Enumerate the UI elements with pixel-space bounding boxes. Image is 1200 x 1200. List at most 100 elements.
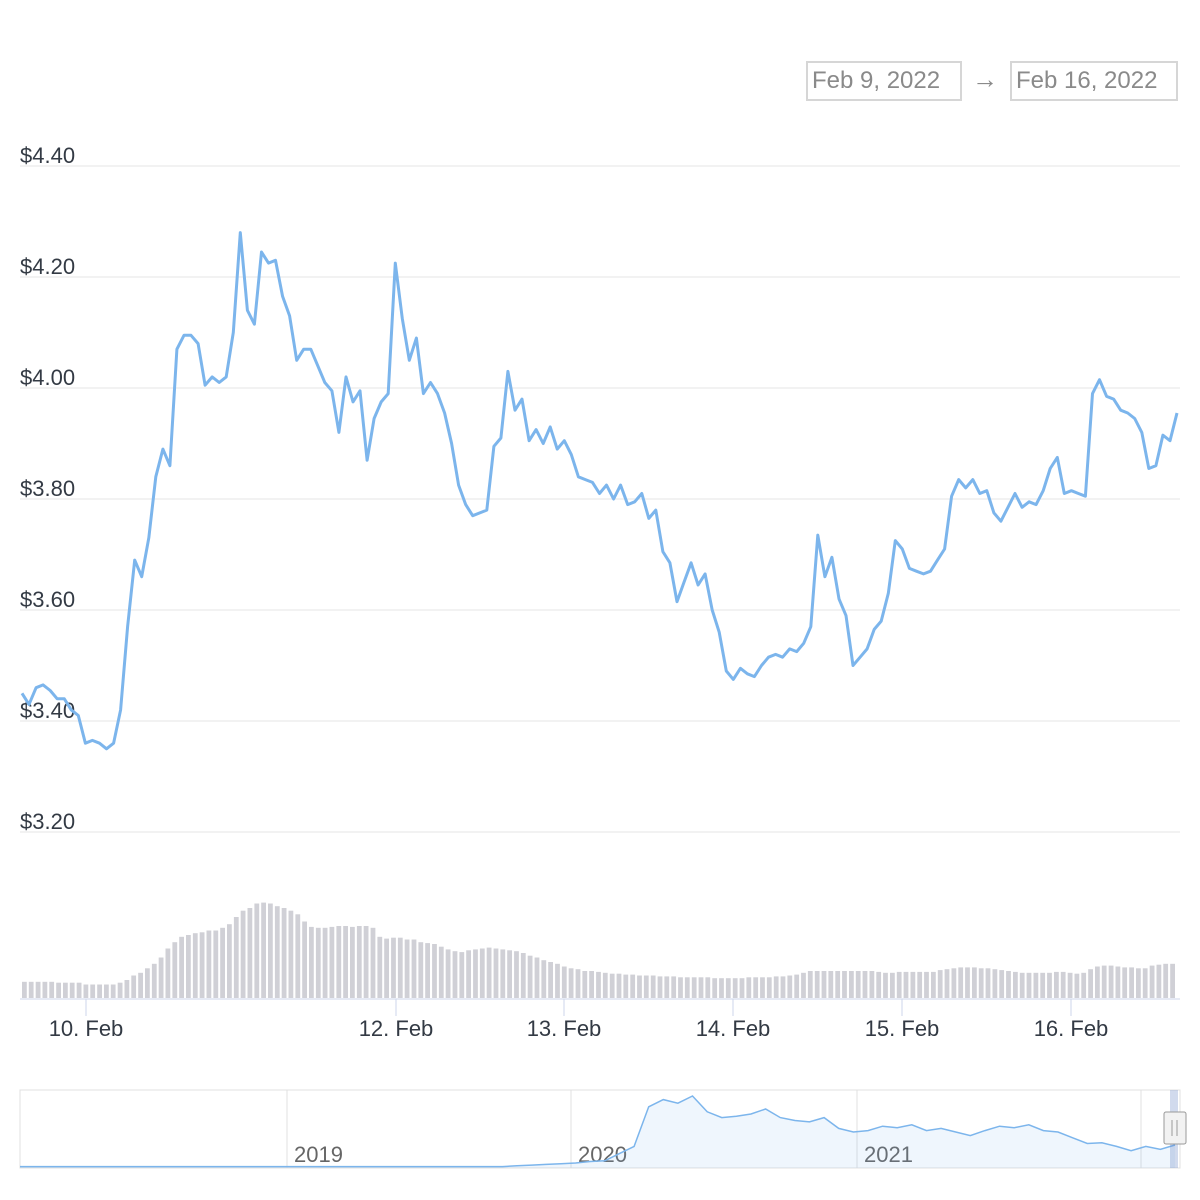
volume-bar (1081, 972, 1087, 998)
volume-bar (309, 926, 314, 998)
volume-bar (698, 977, 704, 998)
volume-bar (753, 977, 759, 998)
navigator-line (20, 1095, 1176, 1168)
volume-bar (500, 949, 506, 998)
volume-bar (281, 908, 287, 998)
volume-bar (985, 968, 991, 998)
gridlines (20, 165, 1180, 833)
volume-bar (97, 984, 102, 998)
volume-bar (124, 980, 130, 998)
range-arrow-icon: → (972, 64, 998, 94)
volume-bar (657, 976, 663, 998)
volume-bar (780, 976, 786, 998)
volume-bar (1108, 965, 1114, 998)
volume-bar (186, 935, 191, 998)
volume-bar (172, 942, 178, 998)
range-to-input[interactable]: Feb 16, 2022 (1010, 61, 1178, 101)
volume-bar (28, 981, 34, 998)
volume-bar (958, 967, 964, 998)
volume-bar (425, 943, 430, 998)
volume-bar (322, 927, 328, 998)
volume-bar (356, 926, 362, 998)
volume-bar (944, 969, 950, 998)
volume-bar (56, 982, 61, 998)
volume-bar (233, 917, 239, 998)
volume-bar (787, 975, 793, 998)
volume-bar (896, 971, 902, 998)
volume-bar (712, 978, 718, 998)
volume-bar (643, 975, 649, 998)
volume-bar (1054, 971, 1059, 998)
volume-bar (1006, 971, 1011, 998)
y-tick-label: $4.40 (20, 143, 75, 168)
volume-bar (937, 970, 943, 998)
volume-bar (397, 937, 403, 998)
volume-bar (664, 976, 670, 998)
volume-bar (432, 944, 437, 998)
volume-bar (418, 942, 424, 998)
price-series (20, 231, 1179, 751)
volume-bar (773, 976, 779, 998)
y-tick-label: $4.20 (20, 254, 75, 279)
volume-bar (411, 939, 417, 998)
volume-bar (630, 974, 636, 998)
volume-bar (329, 926, 335, 998)
volume-bar (801, 972, 806, 998)
volume-bar (1136, 968, 1141, 998)
volume-bar (883, 972, 888, 998)
x-tick-label: 12. Feb (359, 1016, 434, 1041)
volume-bar (1122, 967, 1128, 998)
volume-bar (862, 971, 868, 998)
volume-bar (206, 930, 212, 998)
y-tick-label: $3.60 (20, 587, 75, 612)
volume-bars (22, 902, 1175, 998)
volume-bar (1060, 971, 1066, 998)
volume-bar (671, 976, 677, 998)
volume-bar (705, 977, 711, 998)
volume-bar (746, 977, 752, 998)
volume-bar (609, 973, 615, 998)
volume-bar (247, 908, 253, 998)
volume-bar (363, 926, 369, 998)
volume-bar (965, 967, 970, 998)
volume-bar (999, 970, 1005, 998)
y-tick-label: $3.80 (20, 476, 75, 501)
volume-bar (220, 927, 225, 998)
volume-bar (828, 971, 834, 998)
x-tick-label: 14. Feb (696, 1016, 771, 1041)
volume-bar (151, 963, 157, 998)
volume-bar (22, 981, 27, 998)
volume-bar (268, 903, 273, 998)
range-from-input[interactable]: Feb 9, 2022 (806, 61, 962, 101)
volume-bar (110, 984, 116, 998)
volume-bar (910, 971, 916, 998)
volume-bar (548, 962, 553, 998)
volume-bar (438, 946, 444, 998)
volume-bar (527, 955, 533, 998)
volume-bar (835, 971, 841, 998)
volume-bar (821, 971, 827, 998)
volume-bar (165, 948, 171, 998)
volume-bar (370, 927, 376, 998)
volume-bar (1101, 965, 1107, 998)
volume-bar (814, 971, 820, 998)
volume-bar (459, 952, 465, 998)
volume-bar (404, 939, 410, 998)
volume-bar (1019, 972, 1025, 998)
navigator-year-label: 2021 (864, 1142, 913, 1167)
volume-bar (514, 951, 519, 998)
navigator-handle[interactable] (1163, 1111, 1187, 1145)
volume-bar (1115, 966, 1121, 998)
x-tick-label: 13. Feb (527, 1016, 602, 1041)
x-tick-label: 15. Feb (865, 1016, 940, 1041)
volume-bar (179, 936, 184, 998)
price-line (20, 231, 1179, 751)
volume-bar (678, 977, 683, 998)
volume-bar (76, 982, 82, 998)
y-axis-ticks: $3.20$3.40$3.60$3.80$4.00$4.20$4.40 (20, 143, 75, 834)
x-tick-label: 16. Feb (1034, 1016, 1109, 1041)
volume-bar (1149, 965, 1155, 998)
navigator[interactable]: 201920202021 (19, 1089, 1187, 1169)
volume-bar (213, 930, 219, 998)
volume-bar (807, 971, 813, 998)
